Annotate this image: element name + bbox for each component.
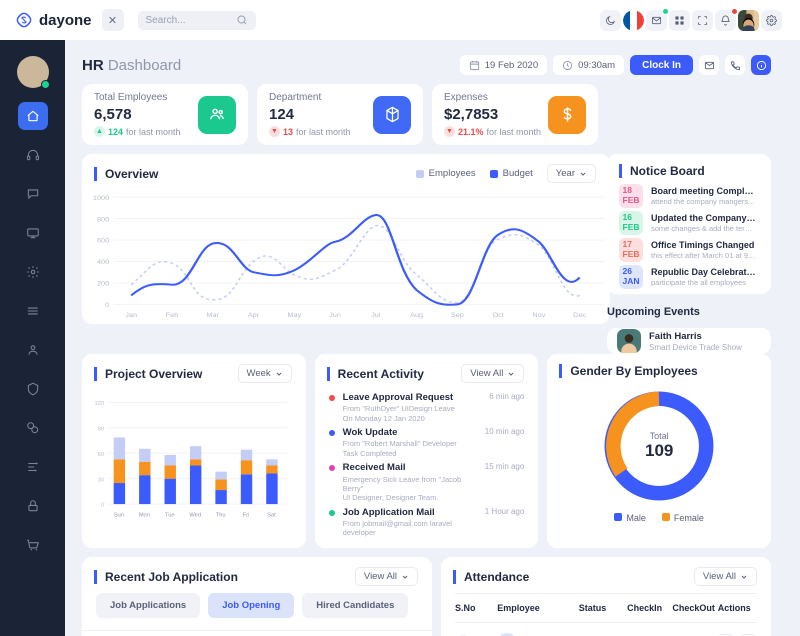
svg-text:Nov: Nov (532, 312, 546, 318)
svg-text:Jul: Jul (371, 312, 381, 318)
svg-text:800: 800 (97, 217, 109, 223)
svg-text:Wed: Wed (189, 512, 201, 518)
svg-text:30: 30 (98, 477, 104, 483)
svg-text:Aug: Aug (410, 312, 423, 318)
svg-text:Fri: Fri (243, 512, 250, 518)
svg-text:Apr: Apr (248, 312, 260, 318)
svg-text:120: 120 (95, 401, 105, 407)
svg-text:Tue: Tue (165, 512, 175, 518)
svg-text:Sun: Sun (114, 512, 124, 518)
svg-text:0: 0 (105, 302, 109, 308)
svg-text:Mon: Mon (139, 512, 150, 518)
svg-text:Oct: Oct (492, 312, 503, 318)
svg-text:Jan: Jan (125, 312, 137, 318)
svg-text:60: 60 (98, 452, 104, 458)
svg-text:Mar: Mar (206, 312, 219, 318)
svg-text:400: 400 (97, 260, 109, 266)
svg-text:200: 200 (97, 281, 109, 287)
svg-text:Feb: Feb (166, 312, 179, 318)
svg-text:Sat: Sat (267, 512, 276, 518)
svg-text:Thu: Thu (216, 512, 226, 518)
svg-text:Jun: Jun (329, 312, 341, 318)
svg-text:Dec: Dec (573, 312, 587, 318)
svg-text:1000: 1000 (93, 195, 109, 201)
svg-text:90: 90 (98, 426, 104, 432)
svg-text:0: 0 (101, 503, 104, 509)
svg-text:May: May (287, 312, 301, 318)
svg-text:Sep: Sep (451, 312, 464, 318)
svg-text:600: 600 (97, 238, 109, 244)
